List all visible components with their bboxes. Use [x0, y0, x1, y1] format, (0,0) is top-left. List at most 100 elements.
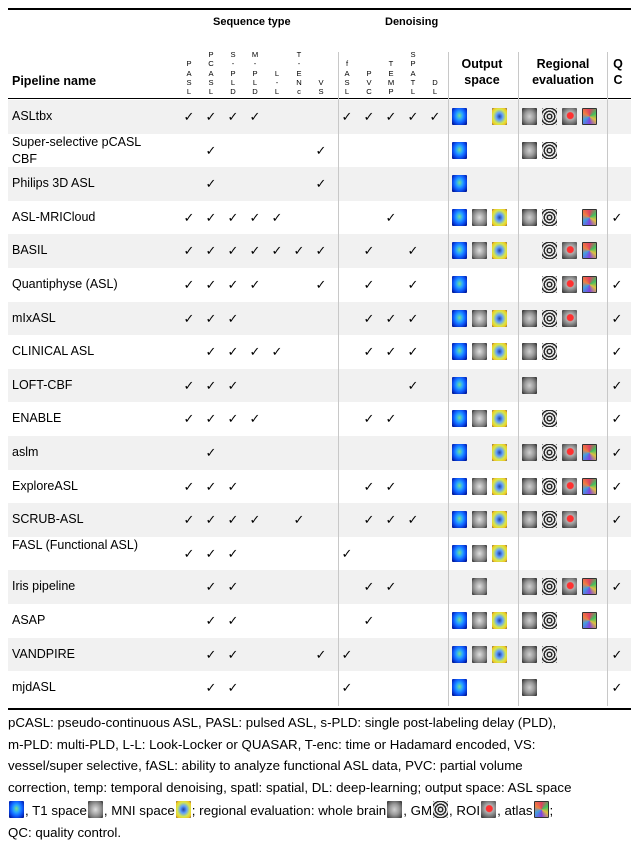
- pipeline-name: FASL (Functional ASL): [12, 537, 162, 554]
- caption-fragment: ;: [550, 803, 554, 818]
- sequence-check: ✓: [222, 268, 244, 301]
- sequence-check: ✓: [310, 134, 332, 167]
- caption-line: correction, temp: temporal denoising, sp…: [8, 777, 633, 799]
- asl-space-icon: [452, 545, 467, 562]
- gm-icon: [542, 478, 557, 495]
- sequence-check: ✓: [200, 167, 222, 200]
- header-letter: T: [402, 78, 424, 87]
- sequence-check: ✓: [200, 335, 222, 368]
- denoising-check: ✓: [358, 402, 380, 435]
- whole-brain-icon: [522, 108, 537, 125]
- denoising-check: ✓: [336, 671, 358, 704]
- pipeline-name: LOFT-CBF: [12, 377, 172, 394]
- sequence-check: ✓: [200, 302, 222, 335]
- asl-space-icon: [452, 679, 467, 696]
- caption-line: vessel/super selective, fASL: ability to…: [8, 755, 633, 777]
- pipeline-name: CLINICAL ASL: [12, 343, 172, 360]
- sequence-check: ✓: [244, 100, 266, 133]
- roi-icon: [562, 578, 577, 595]
- mni-space-icon: [492, 545, 507, 562]
- mni-space-icon: [492, 242, 507, 259]
- qc-line2: C: [609, 72, 627, 88]
- qc-check: ✓: [606, 302, 628, 335]
- t1-space-icon: [472, 410, 487, 427]
- denoising-check: ✓: [358, 100, 380, 133]
- gm-icon: [542, 209, 557, 226]
- header-letter: T: [288, 50, 310, 59]
- header-letter: P: [222, 69, 244, 78]
- header-letter: L: [178, 87, 200, 96]
- roi-icon: [562, 108, 577, 125]
- pipeline-name-header: Pipeline name: [12, 74, 96, 88]
- table-row: ExploreASL✓✓✓✓✓✓: [8, 470, 631, 504]
- header-letter: P: [178, 59, 200, 68]
- pipeline-name: ASLtbx: [12, 108, 172, 125]
- atlas-icon: [534, 801, 549, 818]
- header-letter: -: [244, 59, 266, 68]
- header-divider: [338, 52, 339, 98]
- atlas-icon: [582, 209, 597, 226]
- pipeline-name: Super-selective pCASL CBF: [12, 134, 162, 168]
- sequence-check: ✓: [200, 638, 222, 671]
- sequence-check: ✓: [200, 234, 222, 267]
- whole-brain-icon: [522, 209, 537, 226]
- caption-fragment: , atlas: [497, 803, 532, 818]
- header-letter: E: [288, 69, 310, 78]
- denoising-check: ✓: [358, 268, 380, 301]
- sequence-check: ✓: [222, 335, 244, 368]
- roi-icon: [562, 444, 577, 461]
- sequence-check: ✓: [200, 201, 222, 234]
- sequence-check: ✓: [222, 470, 244, 503]
- gm-icon: [542, 612, 557, 629]
- denoising-check: ✓: [402, 302, 424, 335]
- whole-brain-icon: [522, 444, 537, 461]
- sequence-check: ✓: [200, 268, 222, 301]
- sequence-check: ✓: [178, 503, 200, 536]
- header-letter: M: [380, 78, 402, 87]
- denoising-check: ✓: [402, 268, 424, 301]
- sequence-check: ✓: [178, 100, 200, 133]
- header-letter: f: [336, 59, 358, 68]
- header-letter: V: [358, 78, 380, 87]
- sequence-check: ✓: [288, 503, 310, 536]
- sequence-check: ✓: [178, 201, 200, 234]
- qc-check: ✓: [606, 201, 628, 234]
- atlas-icon: [582, 478, 597, 495]
- asl-space-icon: [452, 310, 467, 327]
- whole-brain-icon: [522, 142, 537, 159]
- sequence-check: ✓: [200, 503, 222, 536]
- mni-space-icon: [492, 108, 507, 125]
- sequence-check: ✓: [266, 201, 288, 234]
- pipeline-name: VANDPIRE: [12, 646, 172, 663]
- qc-check: ✓: [606, 268, 628, 301]
- caption-fragment: , GM: [403, 803, 432, 818]
- pipeline-name: BASIL: [12, 242, 172, 259]
- pipeline-name: ExploreASL: [12, 478, 172, 495]
- pipeline-name: aslm: [12, 444, 172, 461]
- table-row: ASLtbx✓✓✓✓✓✓✓✓✓: [8, 100, 631, 134]
- sequence-check: ✓: [266, 234, 288, 267]
- header-letter: A: [402, 69, 424, 78]
- header-letter: V: [310, 78, 332, 87]
- asl-space-icon: [452, 646, 467, 663]
- sequence-check: ✓: [178, 402, 200, 435]
- header-letter: A: [200, 69, 222, 78]
- denoising-check: ✓: [358, 470, 380, 503]
- column-divider: [518, 98, 519, 706]
- whole-brain-icon: [522, 578, 537, 595]
- vertical-column-header: L-L: [266, 69, 288, 97]
- sequence-check: ✓: [222, 234, 244, 267]
- sequence-check: ✓: [222, 503, 244, 536]
- sequence-check: ✓: [310, 167, 332, 200]
- whole-brain-icon: [522, 310, 537, 327]
- pipeline-name: Quantiphyse (ASL): [12, 276, 172, 293]
- sequence-check: ✓: [222, 537, 244, 570]
- asl-space-icon: [452, 478, 467, 495]
- header-letter: D: [222, 87, 244, 96]
- sequence-check: ✓: [200, 100, 222, 133]
